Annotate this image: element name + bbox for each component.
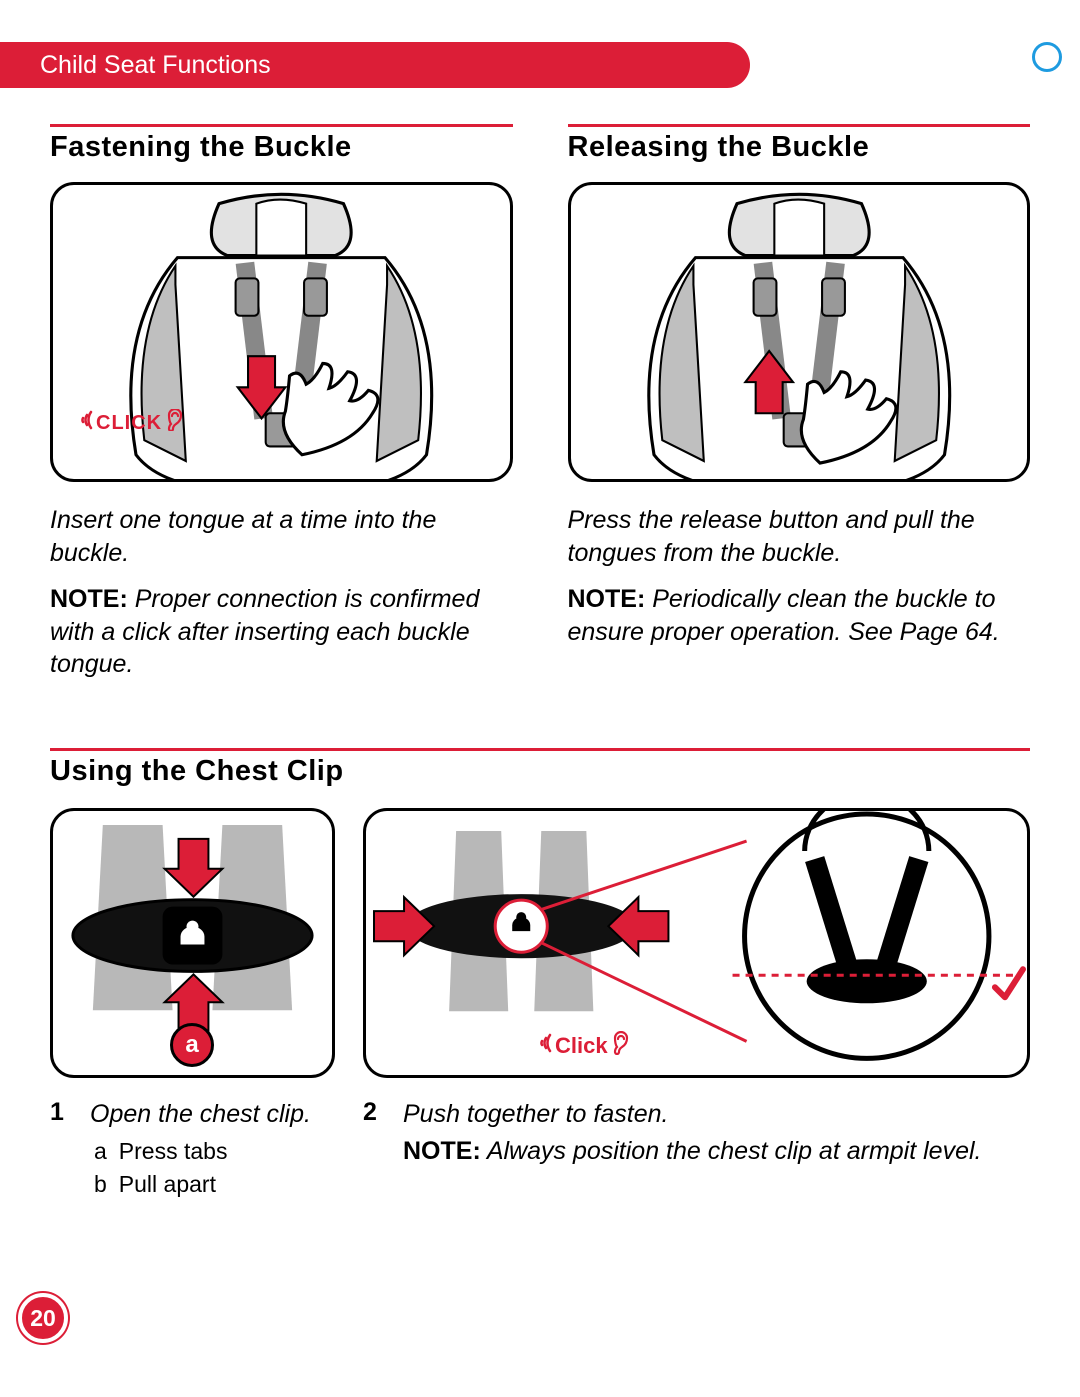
click-indicator: Click (536, 1031, 629, 1061)
sound-waves-left-icon (77, 410, 93, 436)
substep-b-letter: b (94, 1168, 107, 1201)
substep-a: a Press tabs (94, 1135, 335, 1168)
step-2-num: 2 (363, 1098, 385, 1131)
note-label: NOTE: (50, 585, 128, 613)
releasing-note: NOTE: Periodically clean the buckle to e… (568, 583, 1031, 648)
chest-clip-fasten-illustration: Click (363, 808, 1030, 1078)
step-1: 1 Open the chest clip. (50, 1098, 335, 1131)
section-header-title: Child Seat Functions (40, 51, 271, 80)
substep-b-text: Pull apart (119, 1168, 216, 1201)
chest-clip-title: Using the Chest Clip (50, 748, 1030, 788)
section-header: Child Seat Functions (0, 42, 750, 88)
fastening-title: Fastening the Buckle (50, 124, 513, 164)
fastening-text: Insert one tongue at a time into the buc… (50, 504, 513, 569)
releasing-text: Press the release button and pull the to… (568, 504, 1031, 569)
releasing-column: Releasing the Buckle Press the release b… (568, 124, 1031, 681)
fastening-column: Fastening the Buckle (50, 124, 513, 681)
fastening-illustration: CLICK (50, 182, 513, 482)
note-label: NOTE: (568, 585, 646, 613)
sound-waves-left-icon (536, 1032, 552, 1060)
step-2: 2 Push together to fasten. (363, 1098, 1030, 1131)
callout-a-letter: a (185, 1031, 198, 1059)
click-indicator: CLICK (77, 409, 183, 437)
step-1-text: Open the chest clip. (90, 1098, 311, 1131)
chest-clip-section: Using the Chest Clip a (50, 748, 1030, 1201)
click-label: CLICK (96, 412, 162, 435)
buckle-columns: Fastening the Buckle (50, 124, 1030, 681)
car-seat-sketch-icon (571, 185, 1028, 482)
substep-a-text: Press tabs (119, 1135, 228, 1168)
substep-b: b Pull apart (94, 1168, 335, 1201)
ear-icon (611, 1031, 629, 1061)
ear-icon (165, 409, 183, 437)
chest-note: NOTE: Always position the chest clip at … (363, 1135, 1030, 1168)
substep-a-letter: a (94, 1135, 107, 1168)
page-number: 20 (30, 1305, 56, 1332)
note-label: NOTE: (403, 1137, 481, 1165)
chest-clip-left: a 1 Open the chest clip. a Press tabs b … (50, 808, 335, 1201)
step-2-text: Push together to fasten. (403, 1098, 668, 1131)
chest-clip-open-illustration: a (50, 808, 335, 1078)
fastening-note: NOTE: Proper connection is confirmed wit… (50, 583, 513, 681)
releasing-illustration (568, 182, 1031, 482)
chest-clip-fasten-icon (366, 811, 1027, 1078)
car-seat-sketch-icon (53, 185, 510, 482)
corner-ring-icon (1032, 42, 1062, 72)
callout-a-badge: a (170, 1023, 214, 1067)
chest-clip-right: Click 2 Push together to fasten. NOTE: A… (363, 808, 1030, 1201)
releasing-title: Releasing the Buckle (568, 124, 1031, 164)
page-number-badge: 20 (18, 1293, 68, 1343)
step-1-num: 1 (50, 1098, 72, 1131)
step-1-substeps: a Press tabs b Pull apart (50, 1135, 335, 1202)
note-body: Always position the chest clip at armpit… (487, 1137, 982, 1165)
click-label: Click (555, 1033, 608, 1059)
chest-clip-row: a 1 Open the chest clip. a Press tabs b … (50, 808, 1030, 1201)
